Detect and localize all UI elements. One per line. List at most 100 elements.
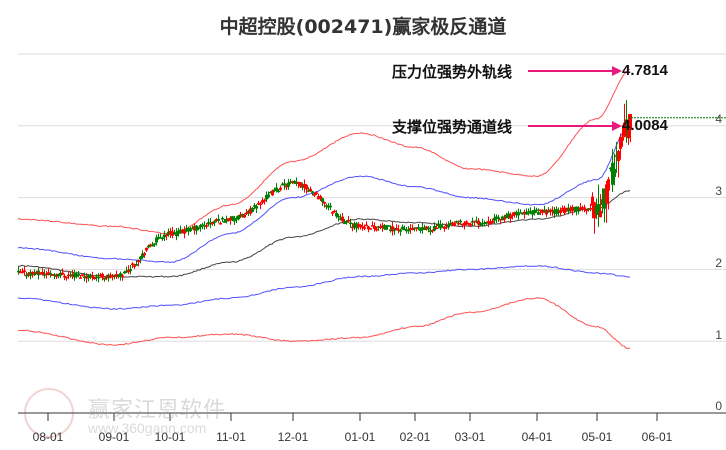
candlestick bbox=[379, 226, 382, 228]
lower-inner-band-line bbox=[17, 265, 630, 310]
upper-outer-band-line bbox=[17, 68, 631, 235]
candlestick bbox=[37, 270, 40, 276]
candlestick bbox=[327, 205, 330, 208]
x-tick-03-01: 03-01 bbox=[454, 430, 486, 444]
candlestick bbox=[311, 191, 314, 193]
candlestick bbox=[347, 219, 350, 222]
candlestick bbox=[611, 162, 614, 185]
candlestick bbox=[415, 227, 418, 229]
candlestick bbox=[553, 209, 556, 214]
candlestick bbox=[529, 210, 532, 213]
upper-band-label: 压力位强势外轨线 bbox=[392, 63, 513, 81]
candlestick bbox=[503, 218, 506, 220]
candlestick bbox=[85, 276, 88, 279]
candlestick bbox=[401, 226, 404, 230]
candlestick bbox=[321, 198, 324, 203]
candlestick bbox=[389, 229, 392, 231]
candlestick bbox=[333, 210, 336, 213]
x-tick-06-01: 06-01 bbox=[641, 430, 673, 444]
candlestick bbox=[395, 227, 398, 230]
candlestick bbox=[253, 205, 256, 207]
candlestick bbox=[437, 224, 440, 226]
candlestick bbox=[283, 183, 286, 186]
candlestick bbox=[23, 270, 26, 272]
candlestick bbox=[173, 233, 176, 235]
candlestick bbox=[461, 223, 464, 226]
candlestick bbox=[161, 237, 164, 240]
candlestick bbox=[205, 225, 208, 227]
candlestick bbox=[427, 227, 430, 230]
y-tick-0: 0 bbox=[715, 399, 722, 413]
candlestick bbox=[509, 215, 512, 219]
candlestick bbox=[627, 124, 630, 139]
candlestick bbox=[197, 227, 200, 230]
candlestick bbox=[61, 272, 64, 275]
candlestick bbox=[557, 210, 560, 213]
candlestick bbox=[285, 185, 288, 188]
candlestick bbox=[81, 274, 84, 276]
candlestick bbox=[115, 274, 118, 278]
candlestick bbox=[607, 179, 610, 191]
y-tick-4: 4 bbox=[715, 112, 722, 126]
candlestick bbox=[225, 218, 228, 222]
candlestick bbox=[75, 275, 78, 277]
candlestick bbox=[277, 190, 280, 193]
lower-outer-band-line bbox=[17, 297, 631, 350]
candlestick bbox=[623, 122, 626, 137]
candlestick bbox=[367, 226, 370, 230]
candlestick bbox=[209, 222, 212, 225]
candlestick bbox=[409, 228, 412, 230]
candlestick bbox=[179, 229, 182, 234]
candlestick bbox=[609, 167, 612, 170]
candlestick bbox=[27, 273, 30, 276]
candlestick bbox=[375, 228, 378, 231]
x-tick-12-01: 12-01 bbox=[277, 430, 309, 444]
candlestick bbox=[345, 221, 348, 223]
candlestick bbox=[187, 227, 190, 232]
candlestick bbox=[289, 181, 292, 184]
candlestick bbox=[589, 208, 592, 210]
candlestick bbox=[103, 278, 106, 280]
candlestick bbox=[189, 229, 192, 232]
candlestick bbox=[223, 221, 226, 223]
x-tick-08-01: 08-01 bbox=[32, 430, 64, 444]
candlestick bbox=[475, 220, 478, 222]
candlestick bbox=[295, 181, 298, 184]
candlestick bbox=[39, 272, 42, 275]
candlestick bbox=[195, 225, 198, 231]
candlestick bbox=[337, 215, 340, 218]
candlestick bbox=[587, 208, 590, 210]
candlestick bbox=[317, 196, 320, 200]
candlestick bbox=[89, 274, 92, 277]
candlestick bbox=[621, 137, 624, 141]
candlestick bbox=[119, 273, 122, 277]
candlestick bbox=[365, 224, 368, 227]
candlestick bbox=[465, 221, 468, 223]
candlestick bbox=[499, 219, 502, 221]
candlestick bbox=[297, 181, 300, 184]
candlestick bbox=[575, 206, 578, 212]
candlestick bbox=[471, 221, 474, 223]
candlestick bbox=[513, 212, 516, 216]
candlestick bbox=[47, 272, 50, 274]
candlestick bbox=[199, 225, 202, 228]
candlestick bbox=[339, 218, 342, 220]
candlestick bbox=[95, 276, 98, 279]
candlestick bbox=[227, 218, 230, 221]
candlestick bbox=[383, 225, 386, 229]
candlestick bbox=[215, 219, 218, 222]
watermark-name: 赢家江恩软件 bbox=[88, 398, 227, 423]
candlestick bbox=[281, 183, 284, 186]
candlestick bbox=[629, 114, 632, 130]
candlestick bbox=[603, 188, 606, 209]
candlestick bbox=[581, 207, 584, 209]
candlestick bbox=[535, 209, 538, 212]
candlestick bbox=[397, 229, 400, 231]
candlestick bbox=[237, 215, 240, 220]
candlestick bbox=[447, 224, 450, 228]
candlestick bbox=[453, 223, 456, 227]
candlestick bbox=[405, 229, 408, 232]
candlestick bbox=[153, 243, 156, 245]
candlestick bbox=[369, 228, 372, 230]
chart-title: 中超控股(002471)赢家极反通道 bbox=[219, 16, 507, 38]
